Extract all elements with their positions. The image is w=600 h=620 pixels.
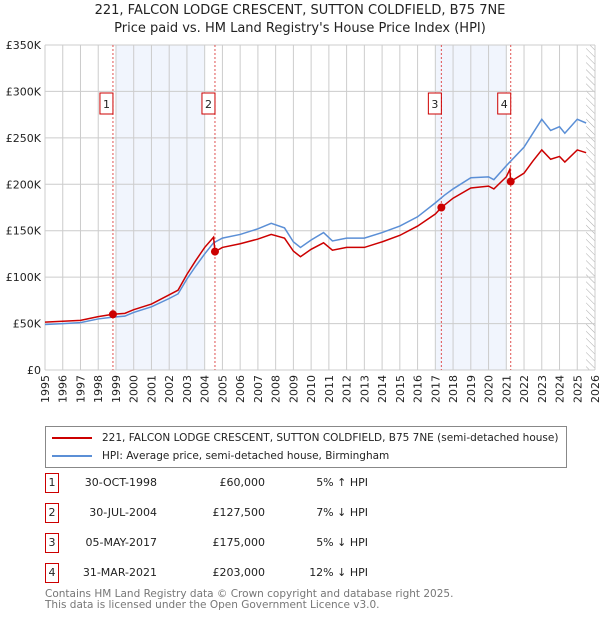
- x-tick-label: 2009: [287, 375, 300, 403]
- shaded-period: [115, 45, 205, 370]
- future-hatch: [586, 45, 595, 370]
- price-chart: 1995 1996 1997 1998 1999 2000 2001 2002 2003 2004…: [6, 39, 600, 403]
- x-tick-label: 1996: [57, 375, 70, 403]
- sale-date: 30-OCT-1998: [84, 476, 157, 489]
- sale-label-number: 1: [103, 98, 110, 111]
- y-tick-label: £0: [27, 364, 41, 377]
- sale-row: 1 30-OCT-1998 £60,000 5% ↑ HPI: [45, 473, 375, 493]
- sale-badge: 1: [45, 473, 59, 493]
- sale-label-box: [99, 92, 114, 115]
- x-tick-label: 2019: [465, 375, 478, 403]
- footer-line-2: This data is licensed under the Open Gov…: [45, 599, 380, 611]
- sale-label-box: [201, 92, 216, 115]
- x-tick-label: 1999: [110, 375, 123, 403]
- sale-label: 4: [497, 92, 512, 115]
- sale-point: [210, 247, 219, 256]
- x-tick-label: 2018: [447, 375, 460, 403]
- x-tick-label: 2024: [554, 375, 567, 403]
- x-tick-label: 2005: [216, 375, 229, 403]
- footer: Contains HM Land Registry data © Crown c…: [45, 589, 453, 611]
- sale-label: 3: [427, 92, 442, 115]
- sale-date: 30-JUL-2004: [89, 506, 157, 519]
- x-tick-label: 2022: [518, 375, 531, 403]
- property-price-line: [44, 148, 587, 323]
- x-tick-label: 2026: [589, 375, 600, 403]
- x-tick-label: 1995: [39, 375, 52, 403]
- sale-point: [506, 177, 515, 186]
- x-tick-label: 2002: [163, 375, 176, 403]
- sale-label: 1: [99, 92, 114, 115]
- x-tick-label: 2017: [429, 375, 442, 403]
- legend: 221, FALCON LODGE CRESCENT, SUTTON COLDF…: [45, 426, 567, 468]
- sale-badge: 3: [45, 533, 59, 553]
- sale-hpi-diff: 5% ↑ HPI: [316, 476, 368, 489]
- x-tick-label: 2000: [128, 375, 141, 403]
- x-tick-label: 2004: [199, 375, 212, 403]
- y-tick-label: £100K: [6, 271, 42, 284]
- sale-hpi-diff: 5% ↓ HPI: [316, 536, 368, 549]
- chart-title: 221, FALCON LODGE CRESCENT, SUTTON COLDF…: [94, 3, 506, 18]
- sale-price: £60,000: [219, 476, 266, 489]
- footer-line-1: Contains HM Land Registry data © Crown c…: [45, 588, 454, 600]
- x-tick-label: 2016: [412, 375, 425, 403]
- sale-point: [437, 203, 446, 212]
- x-tick-label: 2008: [270, 375, 283, 403]
- y-tick-label: £300K: [6, 85, 42, 98]
- sale-badge: 2: [45, 503, 59, 523]
- sale-label-number: 3: [431, 98, 438, 111]
- x-tick-label: 2020: [483, 375, 496, 403]
- sale-label-number: 2: [205, 98, 212, 111]
- sale-badge: 4: [45, 563, 59, 583]
- x-tick-label: 2006: [234, 375, 247, 403]
- x-tick-label: 2023: [536, 375, 549, 403]
- sale-price: £127,500: [212, 506, 266, 519]
- chart-subtitle: Price paid vs. HM Land Registry's House …: [114, 21, 486, 36]
- sale-point: [108, 310, 117, 319]
- x-tick-label: 2012: [341, 375, 354, 403]
- legend-label-hpi: HPI: Average price, semi-detached house,…: [102, 450, 390, 462]
- sale-price: £203,000: [212, 566, 266, 579]
- y-tick-label: £150K: [6, 225, 42, 238]
- sale-row: 2 30-JUL-2004 £127,500 7% ↓ HPI: [45, 503, 375, 523]
- y-tick-label: £250K: [6, 132, 42, 145]
- legend-swatch-property: [52, 437, 92, 439]
- x-tick-label: 2003: [181, 375, 194, 403]
- x-tick-label: 1997: [74, 375, 87, 403]
- sale-label-box: [497, 92, 512, 115]
- sale-label-box: [427, 92, 442, 115]
- x-tick-label: 2013: [358, 375, 371, 403]
- x-tick-label: 2021: [500, 375, 513, 403]
- x-tick-label: 2001: [145, 375, 158, 403]
- y-tick-label: £200K: [6, 178, 42, 191]
- x-tick-label: 2014: [376, 375, 389, 403]
- x-tick-label: 2011: [323, 375, 336, 403]
- sale-date: 31-MAR-2021: [82, 566, 157, 579]
- legend-swatch-hpi: [52, 455, 92, 457]
- sale-hpi-diff: 7% ↓ HPI: [316, 506, 368, 519]
- hpi-line: [44, 117, 587, 326]
- y-tick-label: £350K: [6, 39, 42, 52]
- x-tick-label: 2007: [252, 375, 265, 403]
- sale-price: £175,000: [212, 536, 266, 549]
- x-tick-label: 2015: [394, 375, 407, 403]
- y-tick-label: £50K: [13, 318, 42, 331]
- x-tick-label: 2010: [305, 375, 318, 403]
- x-tick-label: 1998: [92, 375, 105, 403]
- sale-label: 2: [201, 92, 216, 115]
- sale-row: 4 31-MAR-2021 £203,000 12% ↓ HPI: [45, 563, 375, 583]
- sale-row: 3 05-MAY-2017 £175,000 5% ↓ HPI: [45, 533, 375, 553]
- sale-label-number: 4: [501, 98, 508, 111]
- x-tick-label: 2025: [571, 375, 584, 403]
- legend-label-property: 221, FALCON LODGE CRESCENT, SUTTON COLDF…: [102, 432, 559, 444]
- sale-hpi-diff: 12% ↓ HPI: [309, 566, 368, 579]
- sale-date: 05-MAY-2017: [85, 536, 157, 549]
